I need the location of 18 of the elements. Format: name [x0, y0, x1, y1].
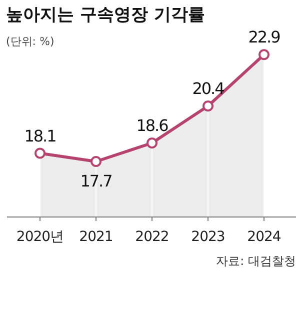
chart-title: 높아지는 구속영장 기각률 [6, 5, 205, 25]
x-tick-label: 2022 [135, 229, 169, 245]
point [202, 100, 214, 112]
data-label: 18.1 [24, 126, 56, 146]
chart-subtitle: (단위: %) [6, 35, 54, 48]
x-tick-label: 2023 [191, 229, 225, 245]
x-tick-label: 2021 [79, 229, 113, 245]
point [258, 49, 270, 60]
x-tick-label: 2020년 [16, 229, 64, 245]
x-tick-label: 2024 [247, 229, 282, 245]
point [90, 156, 102, 167]
data-label: 17.7 [80, 172, 112, 190]
data-label: 20.4 [192, 79, 225, 98]
text: 자료: 대검찰청 [216, 254, 296, 268]
point [146, 138, 158, 148]
data-label: 22.9 [248, 28, 281, 47]
point [34, 148, 46, 159]
data-label: 18.6 [136, 116, 169, 135]
